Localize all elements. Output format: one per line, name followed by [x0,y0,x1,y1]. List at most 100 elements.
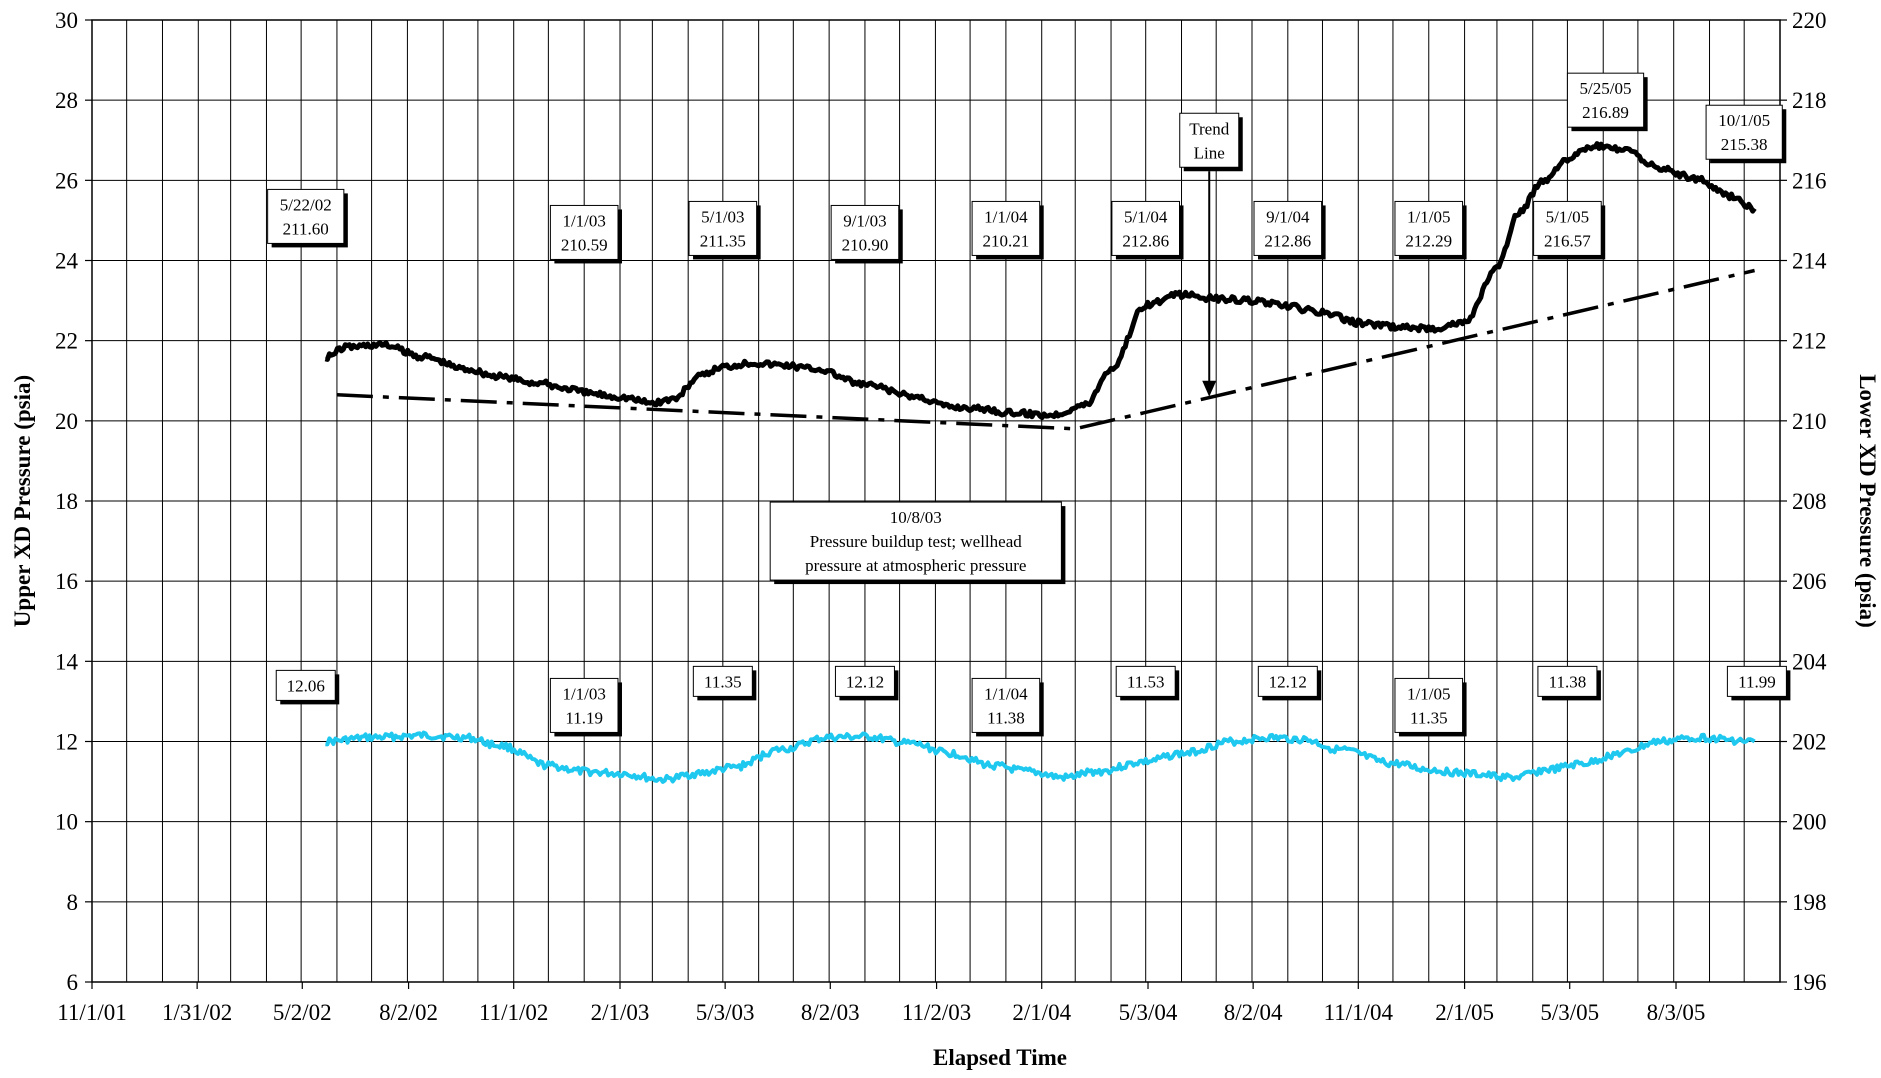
callout-box [1115,665,1176,697]
callout-text: 10/8/03 [890,508,942,527]
left-y-tick-label: 12 [55,730,78,755]
x-axis-title: Elapsed Time [933,1045,1067,1070]
x-tick-label: 8/3/05 [1647,1000,1706,1025]
right-y-tick-label: 206 [1792,569,1827,594]
callout-box [830,204,900,260]
trend-line [336,268,1755,431]
callout-text: 1/1/05 [1407,207,1450,226]
callout-text: 211.35 [700,231,746,250]
axes: 6 8 10 12 14 16 18 20 22 24 26 28 30 196 198 200 202 204 2… [55,8,1827,1025]
callout-text: pressure at atmospheric pressure [805,556,1026,575]
callout-text: 212.29 [1405,231,1452,250]
callout-text: 11.35 [704,672,742,691]
callout-box [1111,200,1181,256]
callout-text: 1/1/04 [984,684,1028,703]
callout-text: Pressure buildup test; wellhead [810,532,1022,551]
callout-box [1705,104,1783,160]
callout-box [692,665,753,697]
callout-box [1257,665,1318,697]
ann-11-53: 11.53 [1115,665,1180,701]
callout-box [267,188,345,244]
ann-1-1-04-a: 1/1/04 210.21 [971,200,1044,260]
right-y-tick-label: 198 [1792,890,1827,915]
right-y-tick-label: 200 [1792,810,1827,835]
x-tick-label: 8/2/02 [379,1000,438,1025]
right-y-tick-label: 220 [1792,8,1827,33]
callout-text: Trend [1189,119,1229,138]
ann-10-8-03: 10/8/03 Pressure buildup test; wellhead pr… [769,501,1066,585]
callout-box [688,200,758,256]
callout-box [549,677,619,733]
trend-arrow-head [1202,380,1217,397]
callout-box [971,200,1041,256]
callout-text: 10/1/05 [1718,111,1770,130]
callout-text: 210.59 [561,235,608,254]
ann-5-1-04: 5/1/04 212.86 [1111,200,1184,260]
ann-12-12-a: 12.12 [834,665,899,701]
callout-box [1726,665,1787,697]
ann-5-1-03-a: 5/1/03 211.35 [688,200,761,260]
x-tick-label: 2/1/04 [1012,1000,1071,1025]
callout-text: 11.99 [1738,672,1776,691]
x-tick-label: 11/1/04 [1324,1000,1394,1025]
callout-text: 216.57 [1544,231,1591,250]
left-y-tick-label: 28 [55,88,78,113]
callout-box [1394,200,1464,256]
x-tick-label: 8/2/04 [1224,1000,1283,1025]
callout-text: 1/1/03 [562,684,605,703]
callout-text: 11.53 [1127,672,1165,691]
series [324,141,1757,784]
left-y-tick-label: 24 [55,249,79,274]
x-tick-label: 11/1/02 [479,1000,548,1025]
x-tick-label: 5/3/04 [1119,1000,1178,1025]
callout-box [971,677,1041,733]
left-y-tick-label: 14 [55,649,79,674]
x-tick-label: 5/2/02 [273,1000,332,1025]
callout-text: 212.86 [1122,231,1169,250]
callout-box [769,501,1062,581]
left-y-tick-label: 18 [55,489,78,514]
callout-box [1253,200,1323,256]
x-tick-label: 2/1/05 [1435,1000,1494,1025]
x-tick-label: 1/31/02 [162,1000,232,1025]
callout-box [1566,72,1645,128]
left-y-tick-label: 20 [55,409,78,434]
right-y-tick-label: 212 [1792,329,1827,354]
left-y-tick-label: 8 [67,890,79,915]
callout-box [275,669,336,701]
callout-box [1394,677,1464,733]
callout-text: 1/1/05 [1407,684,1450,703]
ann-1-1-05-a: 1/1/05 212.29 [1394,200,1467,260]
right-y-axis-title: Lower XD Pressure (psia) [1855,374,1880,628]
x-tick-label: 11/1/01 [57,1000,126,1025]
x-tick-label: 2/1/03 [591,1000,650,1025]
ann-1-1-03-b: 1/1/03 11.19 [549,677,622,737]
callout-text: 9/1/03 [843,211,886,230]
callout-text: 12.12 [846,672,884,691]
left-y-tick-label: 6 [67,970,79,995]
callout-text: 12.06 [287,676,325,695]
callout-box [1537,665,1598,697]
callout-text: 5/1/05 [1546,207,1589,226]
upper-xd-pressure-line [325,730,1756,784]
callout-text: 212.86 [1264,231,1311,250]
callout-box [1179,112,1240,168]
ann-12-06: 12.06 [275,669,340,705]
right-y-tick-label: 210 [1792,409,1827,434]
callout-text: 1/1/03 [562,211,605,230]
callout-text: 1/1/04 [984,207,1028,226]
callout-text: 210.90 [842,235,889,254]
ann-5-22-02: 5/22/02 211.60 [267,188,348,248]
left-y-tick-label: 30 [55,8,78,33]
x-tick-label: 8/2/03 [801,1000,860,1025]
ann-5-1-05-a: 5/1/05 216.57 [1533,200,1606,260]
left-y-tick-label: 16 [55,569,78,594]
right-y-tick-label: 218 [1792,88,1827,113]
ann-12-12-b: 12.12 [1257,665,1322,701]
callout-text: 11.19 [565,708,603,727]
callout-text: 5/1/03 [701,207,744,226]
callout-box [549,204,619,260]
lower-xd-pressure-line [324,141,1757,421]
